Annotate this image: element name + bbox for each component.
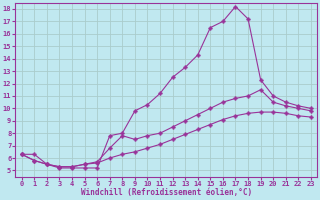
X-axis label: Windchill (Refroidissement éolien,°C): Windchill (Refroidissement éolien,°C) [81, 188, 252, 197]
